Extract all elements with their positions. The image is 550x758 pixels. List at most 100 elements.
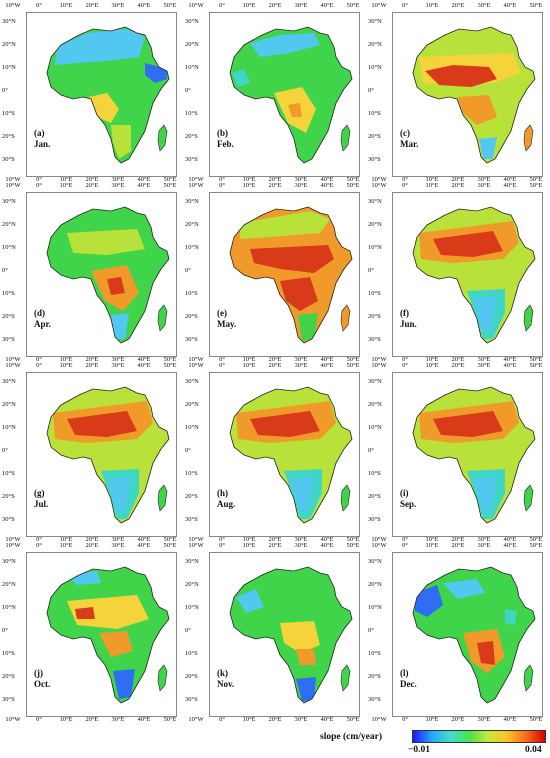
madagascar <box>157 484 168 512</box>
map-panel: 10°W 10°W 0° 0° 10°E 10°E 20°E 20°E 30°E 30°E 40°E… <box>183 180 366 363</box>
lon-tick-label: 20°E <box>268 542 282 549</box>
lon-tick-label: 40°E <box>137 356 151 363</box>
lat-tick-label: 20°S <box>185 492 198 500</box>
panel-grid: 10°W 10°W 0° 0° 10°E 10°E 20°E 20°E 30°E 30°E 40°E… <box>2 2 543 723</box>
madagascar <box>523 124 534 152</box>
panel-month: Jul. <box>34 498 49 509</box>
map-frame <box>392 372 543 537</box>
lon-tick-label: 10°E <box>59 2 73 9</box>
lon-tick-label: 50°E <box>346 536 360 543</box>
lon-tick-label: 0° <box>402 542 408 549</box>
lat-tick-label: 20°S <box>368 492 381 500</box>
map-frame <box>26 372 177 537</box>
lon-tick-label: 30°E <box>111 356 125 363</box>
lon-tick-label: 10°W <box>5 716 21 723</box>
panel-letter: (h) <box>217 488 228 498</box>
lat-tick-label: 20°S <box>185 132 198 140</box>
lon-tick-label: 10°W <box>5 542 21 549</box>
lon-tick-label: 40°E <box>137 716 151 723</box>
lon-tick-label: 10°W <box>188 542 204 549</box>
slope-region <box>505 609 517 625</box>
panel-letter: (i) <box>400 488 409 498</box>
lon-tick-label: 50°E <box>529 2 543 9</box>
panel-letter: (g) <box>34 488 45 498</box>
lat-tick-label: 20°S <box>2 672 15 680</box>
lon-tick-label: 0° <box>219 182 225 189</box>
lon-tick-label: 10°W <box>5 356 21 363</box>
lon-tick-label: 50°E <box>346 182 360 189</box>
lon-tick-label: 30°E <box>294 182 308 189</box>
lon-tick-label: 40°E <box>320 362 334 369</box>
map-frame <box>26 12 177 177</box>
lon-tick-label: 10°W <box>371 536 387 543</box>
lon-tick-label: 50°E <box>346 176 360 183</box>
lat-tick-label: 30°S <box>368 515 381 523</box>
lat-tick-label: 10°S <box>185 649 198 657</box>
lon-tick-label: 10°E <box>425 182 439 189</box>
lon-tick-label: 10°W <box>188 356 204 363</box>
madagascar <box>157 664 168 692</box>
madagascar <box>157 124 168 152</box>
lon-tick-label: 50°E <box>346 716 360 723</box>
lat-tick-label: 30°N <box>368 197 382 205</box>
lon-tick-label: 0° <box>219 536 225 543</box>
lat-tick-label: 30°N <box>2 557 16 565</box>
lat-tick-label: 10°S <box>2 469 15 477</box>
lon-tick-label: 50°E <box>529 542 543 549</box>
lon-tick-label: 30°E <box>477 2 491 9</box>
lon-tick-label: 30°E <box>477 356 491 363</box>
lon-tick-label: 50°E <box>346 2 360 9</box>
lon-tick-label: 10°E <box>242 182 256 189</box>
lat-tick-label: 20°N <box>185 400 199 408</box>
lon-tick-label: 10°E <box>242 176 256 183</box>
lon-tick-label: 20°E <box>85 716 99 723</box>
lat-tick-label: 20°N <box>2 580 16 588</box>
map-panel: 10°W 10°W 0° 0° 10°E 10°E 20°E 20°E 30°E 30°E 40°E… <box>183 540 366 723</box>
lon-tick-label: 0° <box>402 716 408 723</box>
lon-tick-label: 20°E <box>85 176 99 183</box>
africa-map <box>412 26 536 164</box>
madagascar <box>157 304 168 332</box>
lon-tick-label: 10°W <box>5 176 21 183</box>
lat-tick-label: 10°S <box>2 649 15 657</box>
lat-tick-label: 10°S <box>2 109 15 117</box>
lon-tick-label: 30°E <box>477 362 491 369</box>
lon-tick-label: 40°E <box>503 542 517 549</box>
lat-tick-label: 0° <box>185 266 191 274</box>
lon-tick-label: 20°E <box>268 2 282 9</box>
madagascar <box>340 124 351 152</box>
lat-tick-label: 10°N <box>185 63 199 71</box>
map-frame <box>392 12 543 177</box>
lon-tick-label: 10°E <box>242 362 256 369</box>
lon-tick-label: 40°E <box>320 182 334 189</box>
coastline <box>46 206 170 344</box>
lon-tick-label: 10°W <box>188 716 204 723</box>
lon-tick-label: 10°E <box>425 362 439 369</box>
lon-tick-label: 50°E <box>346 356 360 363</box>
lat-tick-label: 10°S <box>185 109 198 117</box>
lat-tick-label: 10°S <box>368 289 381 297</box>
lat-tick-label: 10°N <box>2 243 16 251</box>
lat-tick-label: 10°S <box>368 469 381 477</box>
lon-tick-label: 20°E <box>268 182 282 189</box>
lon-tick-label: 10°E <box>425 536 439 543</box>
lat-tick-label: 10°N <box>2 423 16 431</box>
panel-label: (k) Nov. <box>217 668 234 690</box>
lon-tick-label: 30°E <box>111 536 125 543</box>
slope-region <box>415 585 443 617</box>
panel-label: (j) Oct. <box>34 668 50 690</box>
lon-tick-label: 0° <box>402 536 408 543</box>
lat-tick-label: 10°N <box>185 423 199 431</box>
slope-region <box>280 277 318 311</box>
lon-tick-label: 20°E <box>451 716 465 723</box>
panel-label: (e) May. <box>217 308 236 330</box>
lon-tick-label: 50°E <box>529 716 543 723</box>
slope-region <box>113 669 135 699</box>
panel-label: (i) Sep. <box>400 488 416 510</box>
panel-label: (f) Jun. <box>400 308 417 330</box>
lon-tick-label: 0° <box>36 176 42 183</box>
africa-map <box>229 26 353 164</box>
slope-region <box>250 33 320 57</box>
lon-tick-label: 30°E <box>477 542 491 549</box>
madagascar <box>523 484 534 512</box>
